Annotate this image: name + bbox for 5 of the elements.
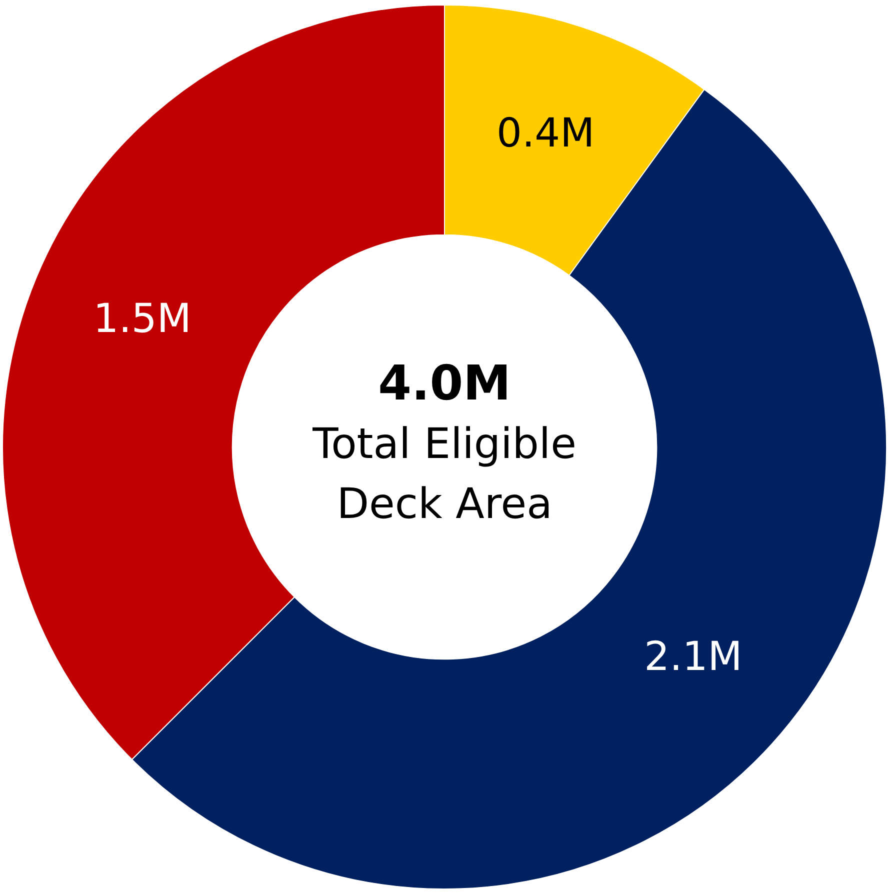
data-label: 2.1M [644, 634, 742, 680]
text: 4.0M [378, 355, 511, 412]
text: Total Eligible Deck Area [312, 418, 576, 528]
data-label: 0.4M [496, 110, 595, 156]
data-label: 1.5M [93, 296, 192, 342]
